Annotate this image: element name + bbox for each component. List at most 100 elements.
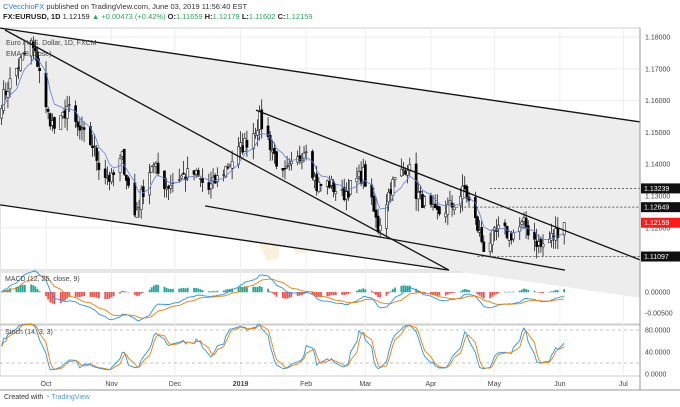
candle: [493, 226, 496, 242]
macd-histogram-bar: [298, 292, 301, 296]
macd-histogram-bar: [404, 285, 407, 293]
candle-body: [266, 125, 270, 137]
candle: [260, 99, 264, 139]
time-tick-label: Apr: [425, 381, 437, 388]
candle: [239, 131, 242, 158]
candle-body: [97, 162, 101, 170]
tradingview-link[interactable]: TradingView: [51, 394, 90, 401]
candle-body: [541, 243, 545, 248]
macd-histogram-bar: [552, 290, 555, 293]
trendline-channel-lower: [0, 204, 450, 271]
macd-histogram-bar: [123, 291, 126, 293]
macd-histogram-bar: [326, 292, 329, 297]
candle: [446, 197, 450, 226]
macd-histogram-bar: [315, 292, 318, 298]
high-value: 1.12179: [212, 12, 240, 21]
macd-histogram-bar: [260, 286, 263, 293]
candle-body: [461, 185, 465, 199]
tradingview-logo-icon: ◔: [45, 394, 50, 401]
macd-histogram-bar: [468, 290, 470, 293]
candle: [473, 191, 477, 225]
candle-body: [473, 197, 477, 218]
candle: [539, 236, 543, 253]
macd-histogram-bar: [446, 292, 449, 295]
macd-histogram-bar: [180, 288, 183, 293]
candle: [19, 55, 22, 72]
candle-body: [490, 229, 494, 246]
candle-body: [385, 204, 388, 229]
candle-body: [402, 169, 405, 171]
candle-body: [103, 168, 107, 178]
macd-histogram-bar: [311, 292, 314, 295]
candle-body: [399, 168, 403, 177]
candle: [201, 168, 204, 192]
candle-body: [524, 217, 528, 228]
trendline-channel-upper: [0, 27, 641, 123]
candle: [273, 142, 276, 164]
macd-histogram-bar: [112, 292, 115, 297]
macd-histogram-bar: [349, 292, 352, 293]
macd-histogram-bar: [254, 286, 257, 293]
macd-line: [1, 270, 565, 322]
author-link[interactable]: CVecchioFX: [3, 2, 45, 11]
candle: [448, 190, 452, 204]
macd-histogram-bar: [459, 291, 462, 293]
macd-histogram-bar: [379, 292, 382, 298]
time-tick-label: Mar: [359, 381, 372, 388]
macd-histogram-bar: [518, 290, 521, 293]
candle: [110, 168, 113, 185]
candle-body: [209, 183, 213, 190]
macd-histogram-bar: [385, 292, 388, 296]
macd-histogram-bar: [313, 292, 316, 296]
macd-histogram-bar: [243, 286, 246, 293]
candle-body: [533, 231, 536, 240]
candle: [251, 122, 255, 160]
candle: [429, 192, 433, 208]
candle: [182, 160, 185, 175]
candle: [15, 67, 18, 86]
macd-histogram-bar: [284, 292, 286, 299]
candle: [541, 234, 545, 257]
candle: [150, 165, 154, 173]
macd-histogram-bar: [165, 287, 168, 293]
macd-histogram-bar: [45, 292, 47, 297]
candle: [385, 193, 388, 237]
candle: [2, 80, 6, 115]
candle: [215, 167, 219, 188]
candle-body: [196, 170, 200, 177]
macd-histogram-bar: [163, 286, 166, 293]
macd-histogram-bar: [256, 287, 259, 293]
macd-histogram-bar: [430, 292, 432, 295]
candle-body: [273, 148, 276, 154]
candle-body: [82, 127, 86, 130]
candle-body: [226, 167, 230, 169]
candle-body: [319, 184, 323, 186]
macd-histogram-bar: [356, 290, 358, 293]
candle: [103, 159, 107, 185]
macd-histogram-bar: [207, 291, 210, 293]
last-price-tag: [641, 217, 680, 228]
macd-tick-label: -0.00500: [645, 311, 673, 318]
macd-histogram-bar: [201, 290, 204, 293]
macd-histogram-bar: [155, 284, 157, 293]
candles: [0, 36, 566, 259]
candle-body: [156, 162, 160, 174]
close-label: C:: [277, 12, 286, 21]
price-tick-label: 1.12000: [645, 225, 670, 232]
candle-body: [239, 142, 242, 148]
candle-body: [148, 172, 151, 196]
macd-histogram-bar: [136, 292, 138, 296]
last-price-label: 1.12159: [644, 220, 669, 227]
macd-histogram-bar: [527, 289, 530, 293]
macd-histogram-bar: [550, 291, 553, 293]
macd-histogram-bar: [463, 288, 466, 293]
time-tick-label: Dec: [169, 381, 182, 388]
macd-histogram-bar: [133, 292, 136, 296]
macd-histogram-bar: [540, 292, 542, 294]
macd-histogram-bar: [415, 288, 418, 293]
macd-histogram-bar: [402, 285, 405, 293]
candle: [387, 188, 390, 212]
macd-histogram-bar: [362, 288, 365, 293]
macd-histogram-bar: [436, 292, 439, 296]
